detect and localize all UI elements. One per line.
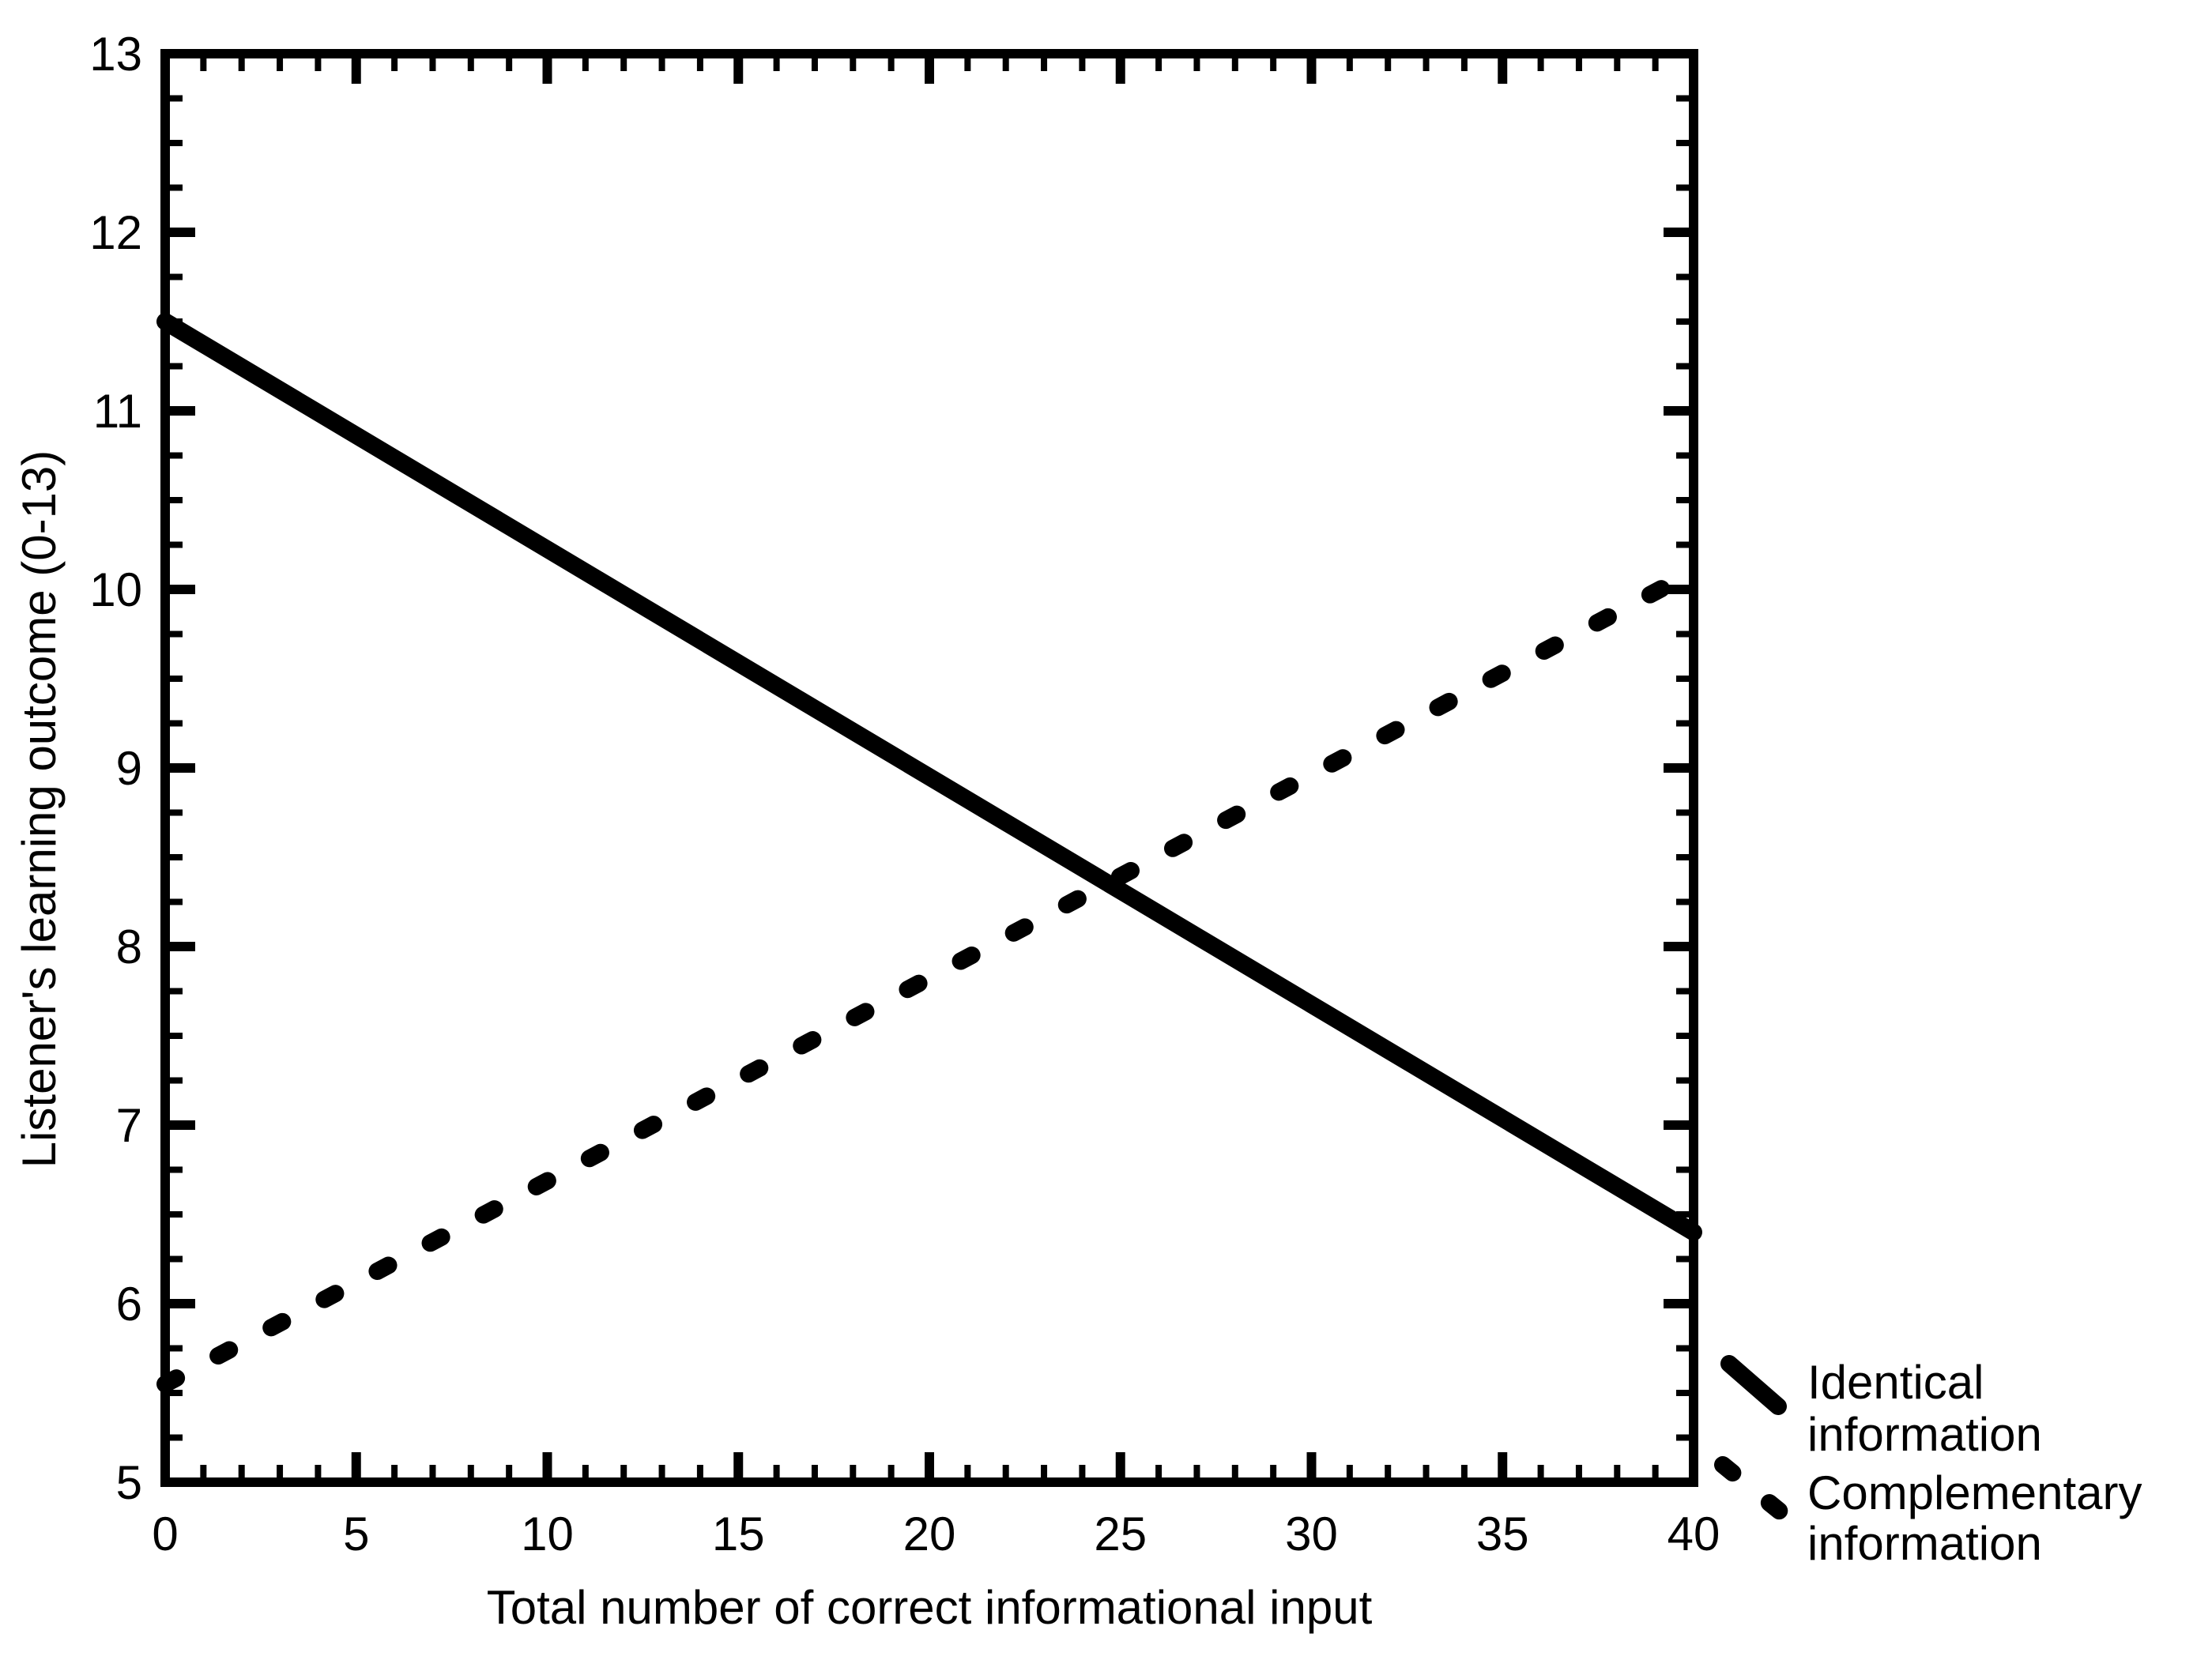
y-axis-title: Listener's learning outcome (0-13) bbox=[13, 450, 66, 1169]
y-tick-label: 11 bbox=[93, 385, 142, 438]
solid-line-sample-icon bbox=[1720, 1355, 1787, 1415]
y-tick-label: 13 bbox=[89, 28, 142, 81]
y-tick-label: 12 bbox=[89, 206, 142, 259]
y-tick-label: 9 bbox=[116, 742, 142, 795]
series-group bbox=[156, 313, 1702, 1393]
y-tick-label: 10 bbox=[89, 563, 142, 616]
legend-item-identical: Identical information bbox=[1720, 1355, 2042, 1461]
x-axis-title: Total number of correct informational in… bbox=[487, 1581, 1373, 1634]
x-tick-label: 35 bbox=[1476, 1508, 1529, 1560]
axis-ticks bbox=[165, 54, 1694, 1482]
y-tick-label: 5 bbox=[116, 1456, 142, 1509]
x-tick-label: 5 bbox=[343, 1508, 369, 1560]
x-tick-label: 30 bbox=[1285, 1508, 1338, 1560]
dashed-line-sample-icon bbox=[1714, 1456, 1792, 1523]
y-tick-label: 6 bbox=[116, 1278, 142, 1331]
y-tick-label: 8 bbox=[116, 920, 142, 973]
legend-label-identical-line1: Identical bbox=[1807, 1356, 1984, 1409]
x-tick-label: 15 bbox=[712, 1508, 765, 1560]
legend: Identical information Complementary info… bbox=[1714, 1355, 2142, 1570]
identical-information-line bbox=[156, 313, 1702, 1241]
legend-label-identical-line2: information bbox=[1807, 1408, 2042, 1461]
legend-label-complementary-line2: information bbox=[1807, 1517, 2042, 1570]
x-tick-label: 0 bbox=[152, 1508, 178, 1560]
x-tick-label: 20 bbox=[903, 1508, 956, 1560]
x-tick-label: 10 bbox=[521, 1508, 574, 1560]
legend-label-complementary-line1: Complementary bbox=[1807, 1466, 2142, 1519]
y-tick-label: 7 bbox=[116, 1099, 142, 1152]
x-tick-label: 25 bbox=[1094, 1508, 1147, 1560]
legend-item-complementary: Complementary information bbox=[1714, 1456, 2142, 1570]
complementary-information-line bbox=[156, 563, 1702, 1393]
x-tick-label: 40 bbox=[1667, 1508, 1720, 1560]
